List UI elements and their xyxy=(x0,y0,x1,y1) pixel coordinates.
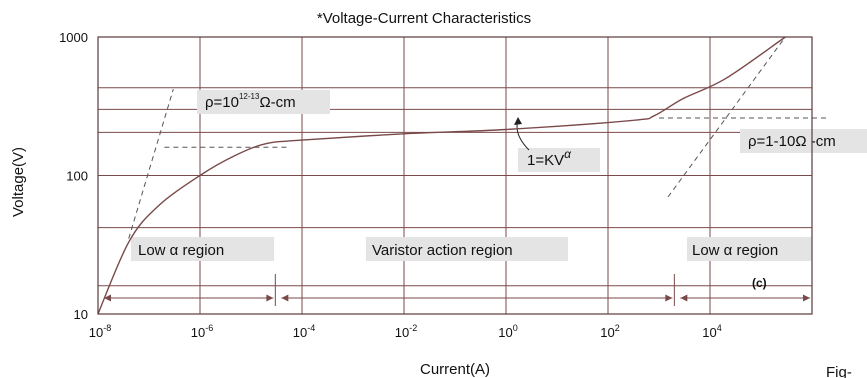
region-span-arrowhead-left xyxy=(281,294,289,302)
power-law-annotation: 1=KVα xyxy=(527,147,572,169)
series-layer xyxy=(97,36,786,315)
power-law-box xyxy=(518,148,600,172)
region-varistor-box xyxy=(366,237,568,261)
region-low-left-box xyxy=(131,237,274,261)
region-span-arrows xyxy=(104,274,810,306)
x-axis-title: Current(A) xyxy=(420,361,490,378)
y-tick-label: 1000 xyxy=(59,30,88,45)
region-span-arrowhead-left xyxy=(680,294,688,302)
plot-frame xyxy=(97,36,813,315)
region-span-arrowhead-right xyxy=(665,294,673,302)
rho-low-box xyxy=(740,129,867,153)
y-axis-title: Voltage(V) xyxy=(10,147,27,217)
y-tick-label: 100 xyxy=(66,169,88,184)
x-tick-label: 10-4 xyxy=(293,323,315,340)
vi-curve xyxy=(97,36,786,315)
curve-label: (c) xyxy=(752,276,767,290)
y-tick-label: 10 xyxy=(74,307,88,322)
reference-dashed-line xyxy=(667,36,786,198)
power-law-arrowhead xyxy=(514,117,522,125)
reference-dashed-line xyxy=(128,89,174,239)
x-tick-label: 100 xyxy=(498,323,517,340)
region-low-right-label: Low α region xyxy=(692,242,778,259)
x-tick-label: 10-6 xyxy=(191,323,213,340)
region-low-left-label: Low α region xyxy=(138,242,224,259)
region-span-arrowhead-right xyxy=(803,294,810,302)
chart-title: *Voltage-Current Characteristics xyxy=(317,10,531,27)
region-low-right-box xyxy=(687,237,812,261)
rho-low-annotation: ρ=1-10Ω -cm xyxy=(748,133,836,150)
x-tick-label: 102 xyxy=(600,323,619,340)
region-span-arrowhead-left xyxy=(104,294,111,302)
rho-high-annotation: ρ=1012-13Ω-cm xyxy=(205,92,296,111)
rho-high-box xyxy=(197,90,330,114)
x-tick-label: 10-2 xyxy=(395,323,417,340)
x-tick-label: 104 xyxy=(702,323,721,340)
region-varistor-label: Varistor action region xyxy=(372,242,513,259)
figure-label: Fig- xyxy=(826,364,852,378)
region-span-arrowhead-right xyxy=(266,294,274,302)
reference-lines xyxy=(128,36,828,239)
x-tick-label: 10-8 xyxy=(89,323,111,340)
axis-layer: 10-8 10-6 10-4 10-2 100 102 104 10 100 1000 xyxy=(59,30,813,340)
